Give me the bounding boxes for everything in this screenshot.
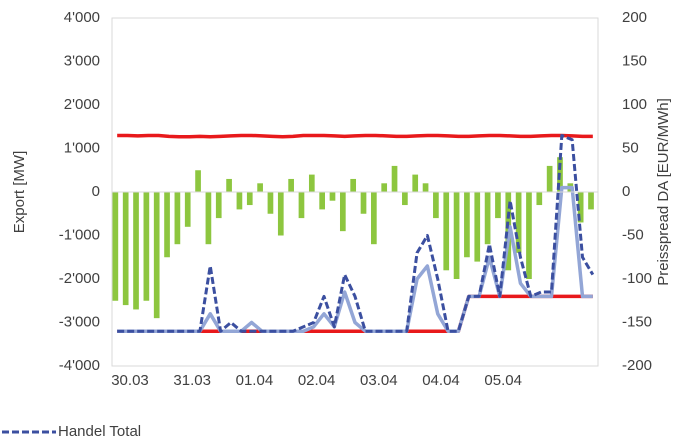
x-tick-label: 30.03 (111, 372, 149, 389)
bar (412, 174, 419, 192)
bar (526, 192, 532, 279)
bar (143, 192, 150, 301)
bar (329, 192, 336, 201)
bar (360, 192, 367, 214)
bar (164, 192, 170, 258)
bar (112, 192, 119, 301)
bar (588, 192, 594, 210)
x-tick-label: 04.04 (422, 372, 460, 389)
bar (267, 192, 274, 214)
line (117, 133, 593, 139)
bar (350, 178, 357, 192)
bar (257, 183, 263, 192)
bar (371, 192, 377, 245)
bar (433, 192, 439, 219)
bar (195, 170, 201, 192)
y2-tick-label: 0 (622, 183, 630, 200)
bar (536, 192, 543, 206)
y-tick-label: -4'000 (59, 357, 100, 374)
y-tick-label: -1'000 (59, 226, 100, 243)
bar (288, 178, 294, 192)
y2-tick-label: -100 (622, 270, 652, 287)
bar (464, 192, 470, 258)
y2-tick-label: -200 (622, 357, 652, 374)
bar (277, 192, 284, 236)
bar (298, 192, 305, 219)
y-tick-label: 4'000 (64, 9, 100, 26)
y-tick-label: 2'000 (64, 96, 100, 113)
y-tick-label: 0 (92, 183, 100, 200)
bar (484, 192, 491, 245)
bar (133, 192, 139, 310)
x-tick-label: 01.04 (236, 372, 274, 389)
bar (339, 192, 346, 232)
legend-label: Handel Total (58, 423, 141, 440)
bar (391, 165, 398, 192)
bar (546, 165, 553, 192)
y2-axis-title: Preisspread DA [EUR/MWh] (655, 98, 672, 286)
bar (381, 183, 388, 192)
y2-tick-label: -150 (622, 313, 652, 330)
y-axis-title: Export [MW] (11, 151, 28, 234)
bar (422, 183, 429, 192)
x-tick-label: 31.03 (173, 372, 211, 389)
bar (215, 192, 222, 219)
bar (236, 192, 243, 210)
bar (495, 192, 501, 219)
y-tick-label: -2'000 (59, 270, 100, 287)
bar (226, 178, 232, 192)
y-tick-label: 1'000 (64, 139, 100, 156)
bar (122, 192, 129, 306)
y2-tick-label: -50 (622, 226, 644, 243)
y-tick-label: -3'000 (59, 313, 100, 330)
y2-tick-label: 200 (622, 9, 647, 26)
bar (174, 192, 181, 245)
y-tick-label: 3'000 (64, 52, 100, 69)
y2-tick-label: 50 (622, 139, 639, 156)
bar (402, 192, 408, 206)
bar (246, 192, 253, 206)
bar (308, 174, 315, 192)
bar (443, 192, 450, 271)
bar (474, 192, 481, 262)
line (117, 133, 595, 333)
x-tick-label: 03.04 (360, 372, 398, 389)
bar (184, 192, 191, 227)
bar (153, 192, 160, 319)
line (117, 294, 593, 333)
bar (205, 192, 212, 245)
line (117, 185, 593, 333)
bar (319, 192, 325, 210)
y2-tick-label: 100 (622, 96, 647, 113)
x-tick-label: 02.04 (298, 372, 336, 389)
x-tick-label: 05.04 (484, 372, 522, 389)
bar (577, 192, 584, 223)
bar (515, 192, 522, 253)
bar (453, 192, 460, 279)
y2-tick-label: 150 (622, 52, 647, 69)
